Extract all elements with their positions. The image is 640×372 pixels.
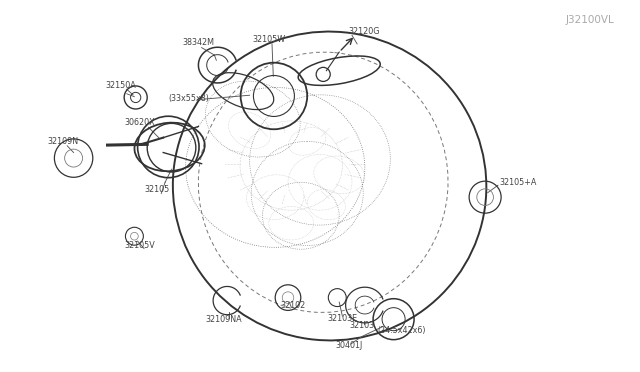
Text: (33x55x8): (33x55x8) xyxy=(168,94,209,103)
Text: 32102: 32102 xyxy=(280,301,306,310)
Text: 32120G: 32120G xyxy=(349,27,380,36)
Text: 32105+A: 32105+A xyxy=(499,178,536,187)
Text: 32103E: 32103E xyxy=(327,314,358,323)
Text: 30620X: 30620X xyxy=(124,118,155,127)
Text: 32105W: 32105W xyxy=(252,35,285,44)
Text: J32100VL: J32100VL xyxy=(566,15,614,25)
Text: 32103: 32103 xyxy=(349,321,374,330)
Text: 38342M: 38342M xyxy=(182,38,214,47)
Text: 32105V: 32105V xyxy=(124,241,155,250)
Text: (24.5x42x6): (24.5x42x6) xyxy=(378,326,426,335)
Text: 32150A: 32150A xyxy=(105,81,136,90)
Text: 32109NA: 32109NA xyxy=(205,315,243,324)
Text: 32105: 32105 xyxy=(144,185,170,194)
Text: 30401J: 30401J xyxy=(335,341,362,350)
Text: 32109N: 32109N xyxy=(47,137,78,146)
